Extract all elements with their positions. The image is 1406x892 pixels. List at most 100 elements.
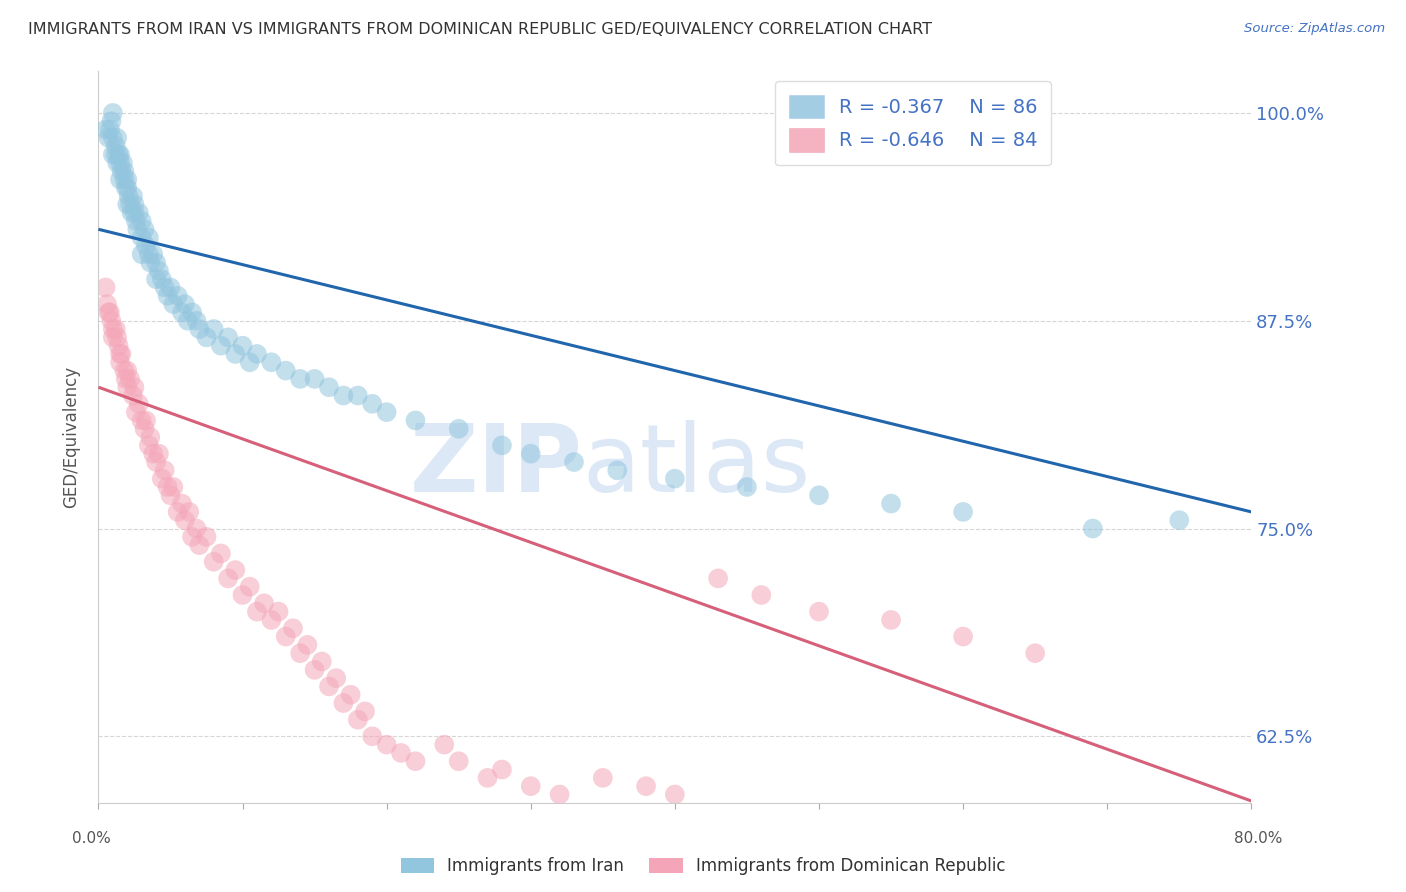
Point [134, 422, 156, 436]
Point [94, 122, 117, 136]
Point [260, 613, 283, 627]
Point [145, 272, 167, 286]
Point [97, 131, 120, 145]
Y-axis label: GED/Equivalency: GED/Equivalency [62, 366, 80, 508]
Point [101, 147, 124, 161]
Point [217, 571, 239, 585]
Point [135, 413, 157, 427]
Point [159, 488, 181, 502]
Point [1024, 646, 1046, 660]
Point [253, 596, 276, 610]
Point [274, 363, 297, 377]
Point [318, 680, 340, 694]
Point [112, 172, 135, 186]
Point [311, 655, 333, 669]
Point [139, 430, 162, 444]
Point [128, 397, 150, 411]
Point [142, 247, 165, 261]
Point [139, 255, 162, 269]
Point [138, 247, 160, 261]
Point [128, 205, 150, 219]
Point [105, 330, 128, 344]
Point [117, 363, 139, 377]
Point [239, 580, 262, 594]
Point [433, 738, 456, 752]
Point [112, 363, 135, 377]
Point [104, 139, 127, 153]
Point [111, 155, 134, 169]
Point [520, 779, 543, 793]
Point [318, 380, 340, 394]
Text: atlas: atlas [582, 420, 811, 512]
Point [202, 322, 225, 336]
Point [162, 297, 184, 311]
Point [274, 630, 297, 644]
Point [209, 546, 232, 560]
Point [332, 388, 354, 402]
Point [117, 180, 139, 194]
Point [118, 189, 141, 203]
Point [100, 114, 122, 128]
Point [952, 630, 974, 644]
Point [177, 314, 200, 328]
Point [162, 480, 184, 494]
Point [108, 147, 131, 161]
Legend: R = -0.367    N = 86, R = -0.646    N = 84: R = -0.367 N = 86, R = -0.646 N = 84 [775, 81, 1052, 166]
Point [297, 638, 319, 652]
Point [101, 330, 124, 344]
Text: Source: ZipAtlas.com: Source: ZipAtlas.com [1244, 22, 1385, 36]
Point [114, 372, 136, 386]
Point [447, 754, 470, 768]
Point [150, 272, 173, 286]
Point [108, 355, 131, 369]
Point [131, 247, 153, 261]
Point [389, 746, 412, 760]
Point [202, 555, 225, 569]
Point [562, 455, 585, 469]
Point [174, 297, 197, 311]
Point [104, 322, 127, 336]
Point [224, 347, 246, 361]
Point [166, 505, 188, 519]
Point [101, 131, 124, 145]
Text: ZIP: ZIP [409, 420, 582, 512]
Point [150, 472, 173, 486]
Point [101, 106, 124, 120]
Point [209, 338, 232, 352]
Point [120, 372, 142, 386]
Point [100, 314, 122, 328]
Legend: Immigrants from Iran, Immigrants from Dominican Republic: Immigrants from Iran, Immigrants from Do… [392, 849, 1014, 884]
Point [134, 222, 156, 236]
Point [332, 696, 354, 710]
Point [166, 289, 188, 303]
Point [246, 347, 269, 361]
Point [131, 413, 153, 427]
Point [260, 355, 283, 369]
Point [707, 571, 730, 585]
Point [181, 305, 204, 319]
Point [110, 347, 132, 361]
Point [195, 330, 218, 344]
Point [124, 197, 146, 211]
Point [520, 447, 543, 461]
Point [98, 122, 121, 136]
Text: 0.0%: 0.0% [72, 831, 111, 847]
Point [339, 688, 361, 702]
Point [107, 147, 129, 161]
Point [606, 463, 628, 477]
Point [267, 605, 290, 619]
Point [122, 189, 145, 203]
Point [346, 713, 368, 727]
Point [880, 497, 903, 511]
Point [548, 788, 571, 802]
Point [808, 605, 831, 619]
Point [281, 621, 304, 635]
Point [138, 438, 160, 452]
Point [361, 729, 384, 743]
Point [880, 613, 903, 627]
Point [354, 704, 377, 718]
Point [808, 488, 831, 502]
Point [195, 530, 218, 544]
Point [117, 197, 139, 211]
Point [664, 472, 686, 486]
